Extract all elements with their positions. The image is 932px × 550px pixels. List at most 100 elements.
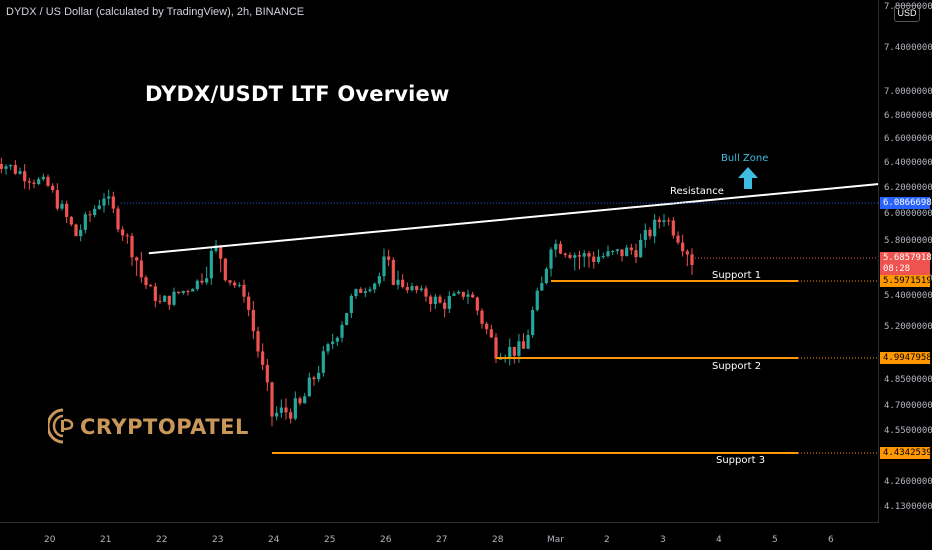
candle-body	[480, 310, 484, 324]
time-tick-label: 28	[492, 535, 504, 545]
candle-body	[526, 334, 530, 349]
candle-body	[237, 284, 241, 286]
time-tick-label: 23	[212, 535, 224, 545]
cryptopatel-logo-text: CRYPTOPATEL	[80, 415, 249, 439]
candle-body	[517, 341, 521, 356]
candle-body	[424, 288, 428, 297]
candle-body	[377, 276, 381, 284]
candle-body	[648, 229, 652, 237]
time-tick-label: 21	[100, 535, 112, 545]
candle-body	[326, 344, 330, 352]
candle-body	[359, 289, 363, 293]
candle-body	[191, 289, 195, 292]
support-1-label: Support 1	[712, 270, 762, 281]
candle-body	[461, 291, 465, 297]
candle-body	[121, 229, 125, 236]
price-axis-divider	[878, 0, 879, 522]
candle-body	[410, 286, 414, 291]
candle-body	[676, 235, 680, 243]
candle-body	[447, 295, 451, 309]
candle-body	[0, 163, 3, 169]
candle-body	[573, 255, 577, 258]
candle-body	[452, 293, 456, 296]
candle-body	[284, 407, 288, 413]
time-tick-label: 26	[380, 535, 392, 545]
candle-body	[289, 412, 293, 419]
candle-body	[433, 296, 437, 304]
candle-body	[415, 286, 419, 291]
candle-body	[563, 253, 567, 255]
candle-body	[634, 250, 638, 258]
candle-body	[471, 294, 475, 298]
candle-body	[363, 291, 367, 293]
time-tick-label: 27	[436, 535, 448, 545]
candle-body	[544, 268, 549, 284]
candle-body	[219, 245, 223, 259]
candle-body	[195, 280, 199, 290]
candle-body	[69, 216, 73, 225]
candle-body	[27, 181, 31, 183]
candle-body	[373, 283, 377, 290]
candle-body	[606, 251, 610, 257]
candle-body	[508, 346, 512, 358]
candle-body	[167, 295, 171, 305]
candle-body	[312, 377, 316, 380]
candle-body	[298, 398, 302, 404]
time-tick-label: 22	[156, 535, 168, 545]
candle-body	[662, 220, 666, 223]
candle-body	[521, 341, 526, 349]
candle-body	[214, 245, 218, 251]
candle-body	[391, 259, 395, 285]
candle-body	[228, 280, 232, 283]
candle-body	[405, 287, 409, 291]
price-tag-support-2: 4.99479582	[880, 351, 932, 364]
candle-body	[242, 284, 246, 297]
candle-body	[9, 164, 13, 167]
price-tick-label: 6.20000000	[884, 183, 932, 193]
time-tick-label: 24	[268, 535, 280, 545]
chart-title: DYDX/USDT LTF Overview	[145, 82, 450, 106]
price-tick-label: 4.55000000	[884, 426, 932, 436]
price-tick-label: 7.00000000	[884, 87, 932, 97]
candle-body	[275, 412, 279, 417]
time-tick-label: 6	[828, 535, 834, 545]
candle-body	[74, 224, 78, 237]
candle-body	[265, 364, 269, 383]
candle-body	[209, 250, 213, 279]
candle-body	[153, 286, 157, 301]
candle-body	[111, 196, 115, 209]
candle-body	[18, 171, 22, 174]
candle-body	[582, 253, 586, 257]
candle-body	[625, 247, 629, 257]
candle-body	[554, 243, 558, 250]
candle-body	[279, 407, 283, 413]
candle-body	[387, 256, 391, 260]
candle-body	[181, 291, 185, 294]
bull-arrow-icon	[738, 167, 758, 189]
candle-body	[429, 296, 433, 304]
candle-body	[130, 235, 134, 258]
candle-body	[620, 249, 624, 257]
price-tick-label: 6.00000000	[884, 209, 932, 219]
price-tick-label: 7.80000000	[884, 2, 932, 12]
price-tick-label: 4.13000000	[884, 502, 932, 512]
price-tag-support-1: 5.59715198	[880, 274, 932, 287]
candle-body	[247, 296, 251, 310]
candle-body	[13, 164, 17, 174]
candle-body	[97, 205, 101, 209]
candle-body	[139, 260, 143, 278]
candle-body	[443, 302, 447, 309]
currency-button[interactable]: USD	[894, 5, 920, 22]
price-tick-label: 6.80000000	[884, 111, 932, 121]
candle-body	[303, 396, 307, 404]
candle-body	[466, 294, 470, 297]
candle-body	[149, 285, 153, 287]
time-tick-label: Mar	[547, 535, 564, 545]
candle-body	[419, 288, 423, 291]
time-tick-label: 20	[44, 535, 56, 545]
time-axis-divider	[0, 522, 879, 523]
candle-body	[32, 182, 36, 184]
candle-body	[349, 296, 353, 314]
